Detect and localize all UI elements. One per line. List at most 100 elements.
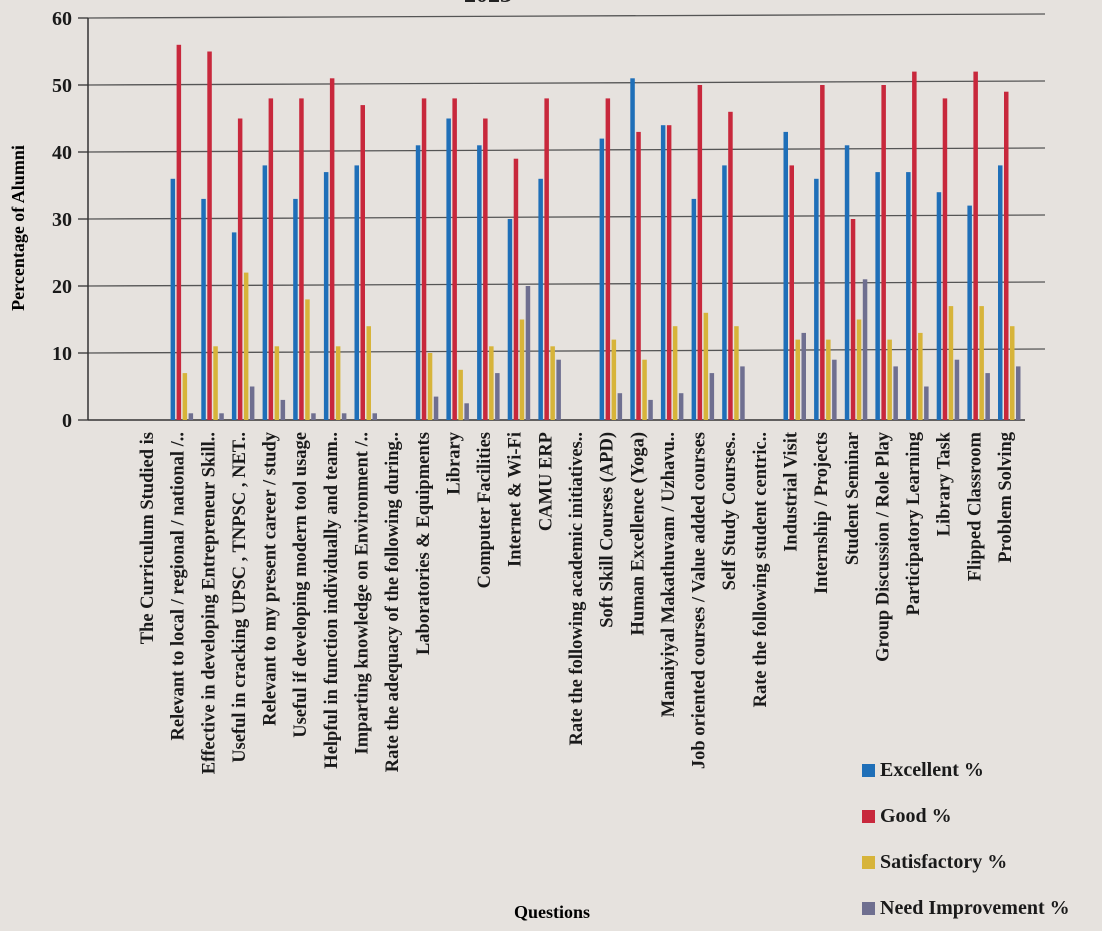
bar-good [544,98,549,421]
bar-excellent [507,219,513,420]
bar-excellent [231,232,237,420]
bar-need-improvement [556,359,561,420]
legend-swatch [862,856,875,869]
legend-label: Excellent % [880,759,984,781]
bar-need-improvement [311,413,316,420]
legend-swatch [862,764,875,777]
x-tick-label: Internet & Wi-Fi [506,432,526,567]
bar-excellent [875,172,880,420]
bar-excellent [262,165,268,420]
bar-satisfactory [887,339,892,420]
grid-layer [87,13,1046,354]
x-tick-label: Imparting knowledge on Environment /.. [353,432,373,754]
gridline [87,214,1046,220]
bar-excellent [630,78,635,421]
bar-need-improvement [495,373,500,420]
bar-good [268,98,274,421]
bar-satisfactory [918,332,923,420]
gridline [87,281,1046,287]
bar-good [452,98,457,421]
bar-satisfactory [611,339,617,420]
x-tick-label: Group Discussion / Role Play [873,431,893,662]
bar-good [1004,91,1009,420]
x-tick-label: Relevant to local / regional / national … [169,432,189,741]
x-tick-label: CAMU ERP [536,432,556,531]
bar-need-improvement [464,403,469,421]
bar-satisfactory [979,306,984,420]
bar-need-improvement [801,332,806,420]
bar-excellent [415,145,421,421]
x-tick-label: Self Study Courses.. [720,432,740,590]
x-tick-label: Rate the adequacy of the following durin… [383,432,403,772]
bar-good [483,118,488,420]
legend-swatch [862,902,875,915]
bar-good [728,111,733,421]
bar-excellent [323,172,329,420]
axis-layer: 0 10 20 30 40 50 60 [52,8,1025,432]
bar-need-improvement [648,399,653,420]
legend-label: Need Improvement % [880,897,1070,919]
bar-satisfactory [274,346,280,420]
bar-excellent [354,165,359,420]
x-tick-label: Job oriented courses / Value added cours… [690,432,710,769]
category-label-layer: The Curriculum Studied is Relevant to loc… [138,431,1016,774]
bar-good [789,165,794,420]
x-tick-label: Manaiyiyal Makathuvam / Uzhavu.. [659,432,679,717]
bar-excellent [691,198,697,420]
x-tick-label: Rate the following academic initiatives.… [567,432,587,745]
bar-excellent [170,178,176,420]
x-tick-label: Problem Solving [996,431,1016,562]
bar-good [207,51,212,420]
x-tick-label: Useful in cracking UPSC , TNPSC , NET.. [230,432,250,763]
bar-excellent [844,145,850,421]
bar-satisfactory [519,319,525,420]
bar-good [421,98,427,421]
legend-swatch [862,810,875,823]
bar-satisfactory [182,373,188,420]
bar-need-improvement [893,366,898,420]
bar-need-improvement [709,373,715,420]
bar-good [973,71,978,420]
bar-need-improvement [249,386,255,420]
bar-layer [170,44,1021,421]
x-tick-label: Student Seminar [843,432,863,565]
x-tick-label: Library [444,431,464,494]
bar-satisfactory [734,326,739,420]
y-tick-label: 40 [52,142,72,164]
x-tick-label: Helpful in function individually and tea… [322,432,342,769]
x-tick-label: Relevant to my present career / study [261,431,281,726]
x-tick-label: Soft Skill Courses (APD) [598,432,618,628]
bar-excellent [477,145,482,421]
bar-excellent [967,205,972,420]
bar-excellent [293,198,298,420]
bar-good [237,118,243,420]
bar-need-improvement [862,279,868,420]
bar-excellent [998,165,1003,420]
bar-good [176,44,182,421]
gridline [87,348,1046,354]
x-tick-label: Internship / Projects [812,432,832,594]
bar-need-improvement [678,393,684,420]
bar-good [360,105,365,420]
bar-satisfactory [243,272,249,420]
x-tick-label: Computer Facilities [475,432,495,588]
bar-satisfactory [335,346,341,420]
bar-satisfactory [458,369,463,421]
y-tick-label: 20 [52,276,72,298]
bar-excellent [201,198,206,420]
legend-label: Satisfactory % [880,851,1007,873]
legend: Excellent % Good % Satisfactory % Need Impr… [862,759,1070,919]
bar-good [881,85,886,420]
y-tick-label: 50 [52,75,72,97]
x-tick-label: The Curriculum Studied is [138,432,158,644]
bar-satisfactory [427,353,433,420]
bar-need-improvement [740,366,745,420]
bar-satisfactory [795,339,800,420]
y-tick-label: 0 [62,410,72,432]
y-axis-label: Percentage of Alumni [8,145,28,311]
x-tick-label: Laboratories & Equipments [414,432,434,655]
bar-good [666,125,672,420]
bar-excellent [599,138,605,420]
bar-need-improvement [280,399,286,420]
